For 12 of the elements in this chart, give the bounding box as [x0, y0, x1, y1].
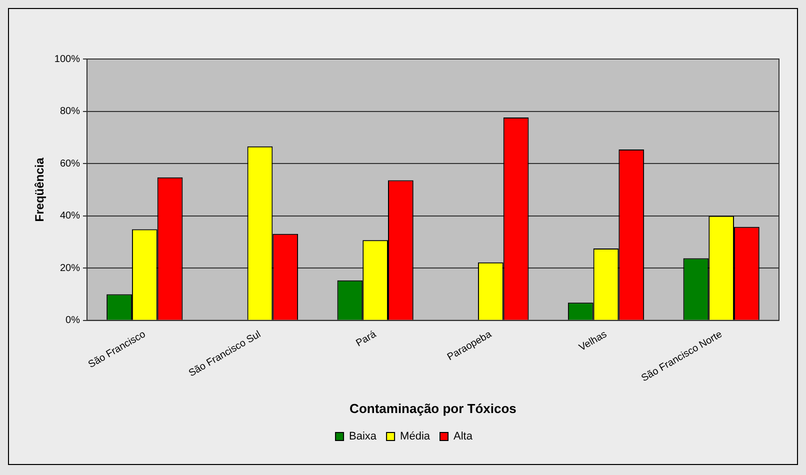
legend-label: Média [400, 430, 431, 443]
legend-label: Alta [454, 430, 474, 443]
x-tick-label: Pará [354, 328, 379, 350]
y-axis-title: Freqüência [32, 157, 47, 222]
y-tick-label: 80% [60, 106, 80, 118]
y-tick-label: 20% [60, 262, 80, 274]
y-tick-label: 100% [54, 54, 80, 65]
legend-label: Baixa [349, 430, 378, 443]
y-tick-label: 60% [60, 158, 80, 170]
x-axis-title: Contaminação por Tóxicos [350, 400, 516, 416]
y-tick-label: 0% [66, 315, 80, 326]
y-tick-label: 40% [60, 210, 80, 222]
